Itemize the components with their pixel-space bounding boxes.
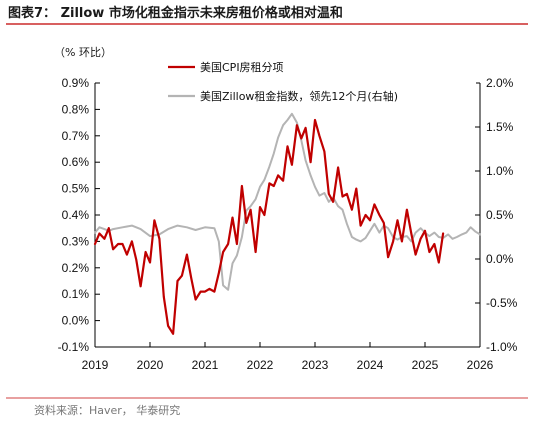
left-tick-label: 0.9% bbox=[62, 76, 90, 90]
right-tick-label: -1.0% bbox=[486, 340, 518, 354]
series-layer bbox=[93, 112, 481, 335]
right-tick-label: 1.0% bbox=[486, 164, 514, 178]
left-tick-label: 0.1% bbox=[62, 287, 90, 301]
right-tick-label: 0.0% bbox=[486, 252, 514, 266]
x-tick-label: 2026 bbox=[467, 358, 494, 372]
x-tick-label: 2023 bbox=[302, 358, 329, 372]
legend-label-cpi-rent: 美国CPI房租分项 bbox=[200, 61, 284, 74]
left-tick-label: 0.5% bbox=[62, 182, 90, 196]
left-tick-label: 0.7% bbox=[62, 129, 90, 143]
x-tick-label: 2021 bbox=[192, 358, 219, 372]
right-tick-label: -0.5% bbox=[486, 296, 518, 310]
right-tick-label: 2.0% bbox=[486, 76, 514, 90]
left-tick-label: 0.4% bbox=[62, 208, 90, 222]
left-tick-label: -0.1% bbox=[58, 340, 90, 354]
x-tick-label: 2020 bbox=[137, 358, 164, 372]
chart-title: 图表7： Zillow 市场化租金指示未来房租价格或相对温和 bbox=[8, 5, 343, 21]
left-tick-label: 0.3% bbox=[62, 234, 90, 248]
x-tick-label: 2022 bbox=[247, 358, 274, 372]
x-tick-label: 2025 bbox=[412, 358, 439, 372]
legend-label-zillow: 美国Zillow租金指数，领先12个月(右轴) bbox=[200, 89, 398, 103]
left-tick-label: 0.6% bbox=[62, 155, 90, 169]
legend-background bbox=[163, 52, 476, 108]
series-line-cpi-rent bbox=[93, 118, 445, 335]
series-line-zillow bbox=[94, 112, 481, 291]
right-tick-label: 1.5% bbox=[486, 120, 514, 134]
legend: 美国CPI房租分项 美国Zillow租金指数，领先12个月(右轴) bbox=[163, 52, 476, 108]
x-tick-label: 2019 bbox=[82, 358, 109, 372]
right-tick-label: 0.5% bbox=[486, 208, 514, 222]
source-note: 资料来源：Haver， 华泰研究 bbox=[34, 403, 180, 417]
left-tick-label: 0.2% bbox=[62, 261, 90, 275]
x-tick-label: 2024 bbox=[357, 358, 384, 372]
left-tick-label: 0.8% bbox=[62, 102, 90, 116]
left-tick-label: 0.0% bbox=[62, 314, 90, 328]
unit-label: （% 环比） bbox=[54, 46, 112, 59]
axes: -0.1% 0.0% 0.1% 0.2% 0.3% 0.4% 0.5% 0.6% 0.7% 0.8… bbox=[58, 76, 518, 372]
